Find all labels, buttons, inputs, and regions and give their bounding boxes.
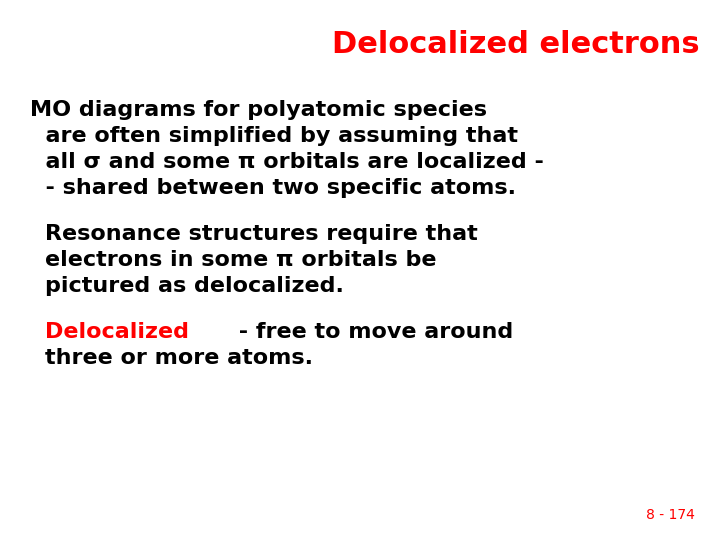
Text: 8 - 174: 8 - 174	[646, 508, 695, 522]
Text: MO diagrams for polyatomic species: MO diagrams for polyatomic species	[30, 100, 487, 120]
Text: three or more atoms.: three or more atoms.	[45, 348, 313, 368]
Text: Delocalized electrons: Delocalized electrons	[333, 30, 700, 59]
Text: pictured as delocalized.: pictured as delocalized.	[45, 276, 344, 296]
Text: Resonance structures require that: Resonance structures require that	[45, 224, 478, 244]
Text: - free to move around: - free to move around	[231, 322, 513, 342]
Text: all σ and some π orbitals are localized -: all σ and some π orbitals are localized …	[30, 152, 544, 172]
Text: Delocalized: Delocalized	[45, 322, 189, 342]
Text: are often simplified by assuming that: are often simplified by assuming that	[30, 126, 518, 146]
Text: electrons in some π orbitals be: electrons in some π orbitals be	[45, 250, 436, 270]
Text: - shared between two specific atoms.: - shared between two specific atoms.	[30, 178, 516, 198]
